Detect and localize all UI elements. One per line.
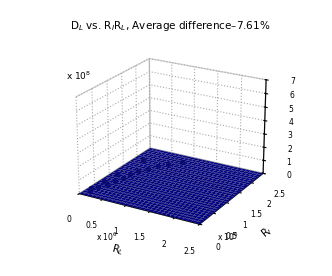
Y-axis label: R$_I$: R$_I$ — [258, 223, 275, 240]
Title: D$_L$ vs. R$_I$R$_L$, Average difference–7.61%: D$_L$ vs. R$_I$R$_L$, Average difference… — [70, 19, 270, 33]
Text: x 10$^8$: x 10$^8$ — [66, 70, 91, 82]
X-axis label: R$_L$: R$_L$ — [110, 242, 125, 258]
Text: x 10$^6$: x 10$^6$ — [96, 231, 118, 243]
Text: x 10$^6$: x 10$^6$ — [217, 231, 239, 243]
